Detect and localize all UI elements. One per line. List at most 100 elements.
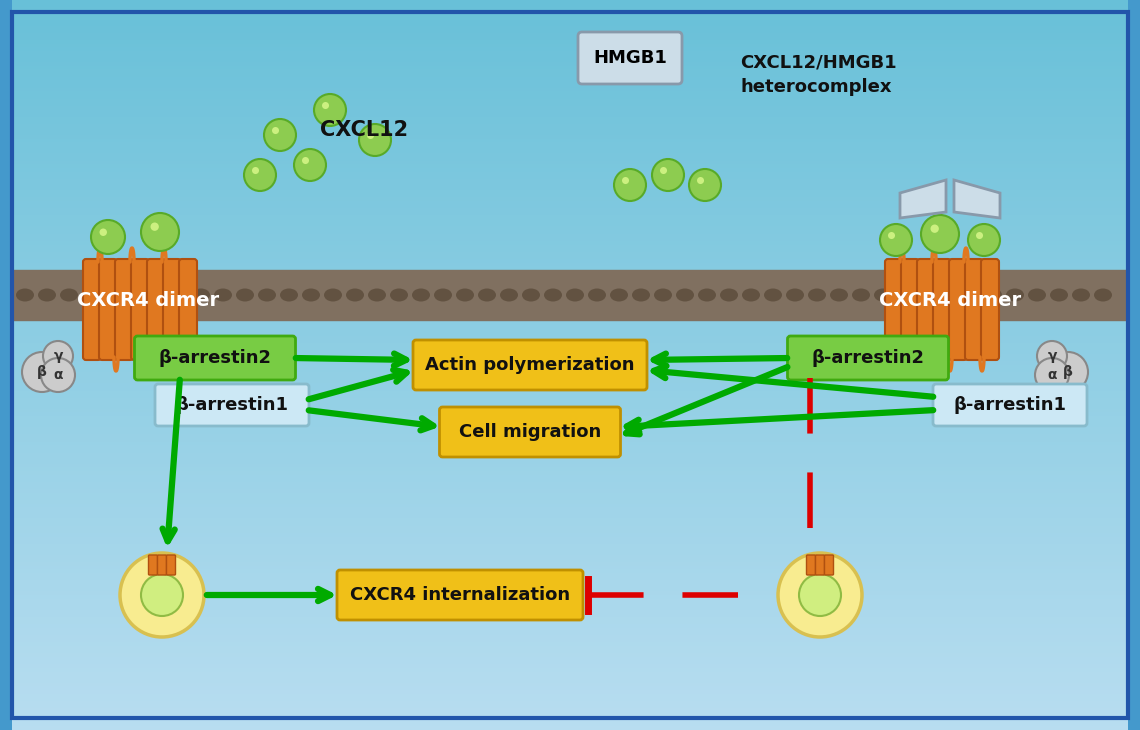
Bar xyxy=(13,0,1127,4)
Bar xyxy=(13,73,1127,77)
Bar xyxy=(13,635,1127,639)
Bar xyxy=(13,321,1127,326)
Ellipse shape xyxy=(918,288,936,301)
Text: β-arrestin2: β-arrestin2 xyxy=(812,349,925,367)
Ellipse shape xyxy=(347,288,364,301)
Bar xyxy=(13,307,1127,311)
Bar xyxy=(13,22,1127,26)
Bar xyxy=(13,219,1127,223)
FancyBboxPatch shape xyxy=(824,555,833,575)
Bar xyxy=(13,624,1127,629)
Bar xyxy=(13,467,1127,472)
Ellipse shape xyxy=(324,288,342,301)
Bar xyxy=(13,131,1127,136)
Bar xyxy=(13,47,1127,52)
Ellipse shape xyxy=(170,288,188,301)
Bar xyxy=(13,354,1127,358)
Bar xyxy=(13,142,1127,147)
Bar xyxy=(13,471,1127,475)
Bar xyxy=(13,270,1127,320)
Bar xyxy=(13,442,1127,446)
Bar xyxy=(13,548,1127,552)
Bar xyxy=(13,591,1127,596)
Circle shape xyxy=(367,132,374,139)
Bar xyxy=(13,672,1127,676)
Bar xyxy=(13,562,1127,566)
Bar xyxy=(13,701,1127,705)
Bar xyxy=(13,376,1127,380)
Circle shape xyxy=(799,574,841,616)
Bar xyxy=(13,398,1127,402)
Bar xyxy=(13,489,1127,493)
FancyBboxPatch shape xyxy=(337,570,583,620)
Bar xyxy=(13,223,1127,227)
Bar xyxy=(13,504,1127,508)
Bar xyxy=(13,110,1127,114)
Bar xyxy=(13,139,1127,143)
Circle shape xyxy=(41,358,75,392)
Text: β: β xyxy=(1064,365,1073,379)
Bar xyxy=(13,270,1127,274)
Bar xyxy=(13,157,1127,161)
Bar xyxy=(13,712,1127,716)
Bar xyxy=(13,518,1127,523)
Bar xyxy=(13,409,1127,413)
Text: γ: γ xyxy=(54,349,63,363)
Bar xyxy=(13,697,1127,702)
Bar xyxy=(13,266,1127,271)
Circle shape xyxy=(321,102,329,109)
Text: β-arrestin2: β-arrestin2 xyxy=(158,349,271,367)
Bar xyxy=(13,303,1127,307)
Bar xyxy=(13,412,1127,417)
Bar xyxy=(13,650,1127,654)
Bar xyxy=(13,431,1127,435)
Bar xyxy=(13,201,1127,205)
Bar xyxy=(13,15,1127,19)
Circle shape xyxy=(302,157,309,164)
Ellipse shape xyxy=(632,288,650,301)
Bar xyxy=(13,380,1127,384)
Bar xyxy=(13,215,1127,220)
Bar xyxy=(13,336,1127,340)
Bar xyxy=(13,190,1127,194)
Ellipse shape xyxy=(588,288,606,301)
Bar xyxy=(13,314,1127,318)
Bar xyxy=(13,642,1127,647)
Text: CXCL12: CXCL12 xyxy=(320,120,408,140)
Circle shape xyxy=(91,220,125,254)
Ellipse shape xyxy=(258,288,276,301)
FancyBboxPatch shape xyxy=(933,259,951,360)
Bar xyxy=(13,26,1127,30)
Bar xyxy=(13,153,1127,158)
Ellipse shape xyxy=(720,288,738,301)
Ellipse shape xyxy=(16,288,34,301)
Bar xyxy=(13,44,1127,48)
Bar xyxy=(13,628,1127,632)
Circle shape xyxy=(888,232,895,239)
Bar xyxy=(13,478,1127,483)
FancyBboxPatch shape xyxy=(163,259,181,360)
Bar xyxy=(13,212,1127,216)
Ellipse shape xyxy=(148,288,166,301)
Bar xyxy=(13,588,1127,592)
FancyBboxPatch shape xyxy=(933,384,1088,426)
Bar xyxy=(13,464,1127,468)
Bar xyxy=(13,602,1127,607)
Ellipse shape xyxy=(60,288,78,301)
Bar xyxy=(13,675,1127,680)
Bar xyxy=(13,558,1127,563)
Polygon shape xyxy=(899,180,946,218)
Bar xyxy=(13,77,1127,81)
FancyBboxPatch shape xyxy=(99,259,117,360)
Ellipse shape xyxy=(412,288,430,301)
Bar xyxy=(13,606,1127,610)
Bar xyxy=(13,318,1127,322)
Bar xyxy=(13,358,1127,362)
Ellipse shape xyxy=(390,288,408,301)
Circle shape xyxy=(22,352,62,392)
Ellipse shape xyxy=(544,288,562,301)
Circle shape xyxy=(359,124,391,156)
Circle shape xyxy=(930,225,939,233)
Bar xyxy=(13,474,1127,479)
Text: Actin polymerization: Actin polymerization xyxy=(425,356,635,374)
